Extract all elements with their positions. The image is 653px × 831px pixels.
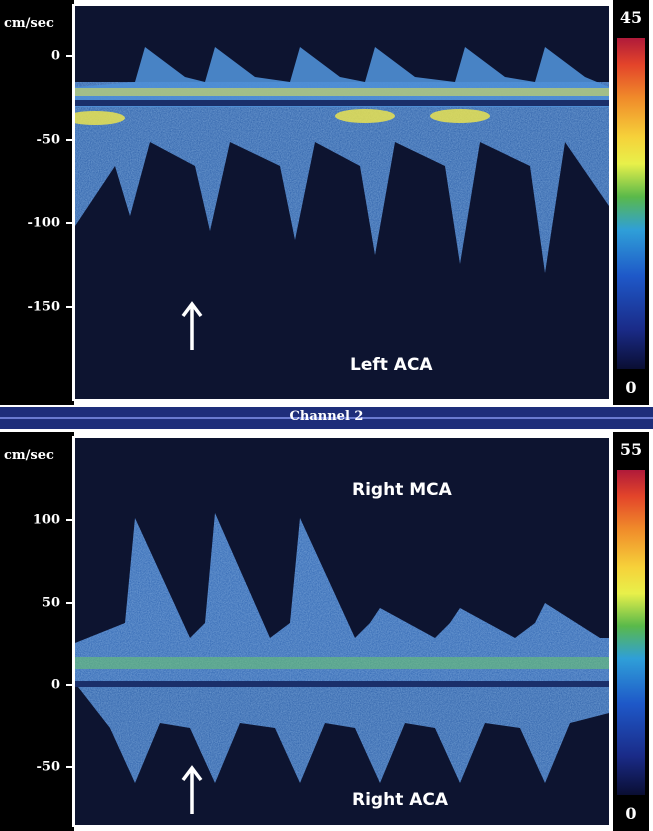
yellow-spot [335,109,395,123]
axis-tick-label: -150 [27,299,60,315]
axis-unit-label: cm/sec [4,448,54,463]
channel-divider: Channel 2 [0,407,653,429]
axis-tick-label: 0 [50,48,60,64]
doppler-spectrum [75,6,609,399]
green-band [75,657,609,669]
axis-tick-label: -100 [27,215,60,231]
axis-tick-mark [66,601,72,604]
axis-tick-mark [66,766,72,769]
axis-line [72,4,75,401]
axis-tick-mark [66,138,72,141]
spectral-noise [75,513,609,683]
velocity-axis: cm/sec 0 -50 -100 -150 [0,0,75,405]
axis-tick-label: 0 [50,677,60,693]
color-scale-bar: 45 0 [613,0,649,405]
axis-tick-mark [66,55,72,58]
spectral-noise [75,683,609,783]
axis-tick-mark [66,222,72,225]
color-scale-gradient [617,470,645,795]
doppler-spectrum [75,438,609,825]
axis-tick-label: -50 [36,132,61,148]
positive-flow-envelope [75,47,609,107]
yellow-spot [430,109,490,123]
vessel-label-left-aca: Left ACA [350,355,433,375]
spectral-noise [75,82,609,273]
vessel-label-right-aca: Right ACA [352,790,449,810]
baseline [75,681,609,687]
axis-tick-mark [66,684,72,687]
axis-line [72,436,75,827]
axis-tick-label: 50 [41,595,60,611]
channel-divider-line [0,417,653,419]
yellow-spot [75,111,125,125]
color-scale-max: 55 [619,440,643,459]
velocity-axis: cm/sec 100 50 0 -50 [0,432,75,831]
color-scale-min: 0 [625,804,637,823]
yellow-band [75,88,609,96]
channel-label: Channel 2 [289,409,364,424]
axis-tick-label: -50 [36,759,61,775]
axis-unit-label: cm/sec [4,16,54,31]
bottom-doppler-panel: cm/sec 100 50 0 -50 Right MCA Right ACA 55 … [0,432,653,831]
axis-tick-label: 100 [32,512,60,528]
axis-tick-mark [66,306,72,309]
color-scale-max: 45 [619,8,643,27]
baseline [75,100,609,106]
color-scale-min: 0 [625,378,637,397]
top-doppler-panel: cm/sec 0 -50 -100 -150 Left ACA 45 0 [0,0,653,405]
up-arrow-icon [181,301,203,350]
color-scale-bar: 55 0 [613,432,649,831]
axis-tick-mark [66,519,72,522]
color-scale-gradient [617,38,645,369]
up-arrow-icon [181,765,203,814]
vessel-label-right-mca: Right MCA [352,480,452,500]
